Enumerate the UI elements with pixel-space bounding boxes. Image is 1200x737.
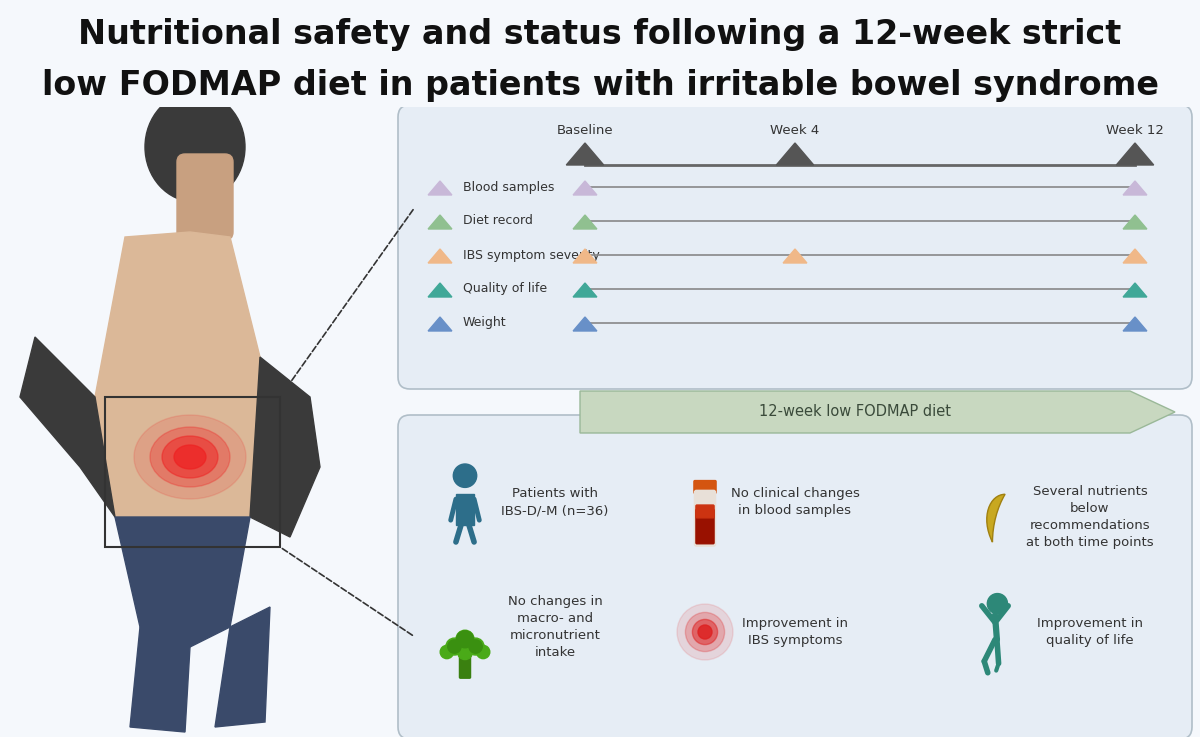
Text: Blood samples: Blood samples — [463, 181, 554, 194]
Polygon shape — [115, 517, 250, 647]
Text: Week 12: Week 12 — [1106, 124, 1164, 137]
FancyBboxPatch shape — [178, 154, 233, 240]
Polygon shape — [215, 607, 270, 727]
Circle shape — [469, 640, 482, 653]
Circle shape — [685, 612, 725, 652]
Circle shape — [454, 464, 476, 487]
Text: Baseline: Baseline — [557, 124, 613, 137]
Ellipse shape — [150, 427, 230, 487]
Polygon shape — [1123, 317, 1147, 331]
Circle shape — [698, 625, 712, 639]
Polygon shape — [566, 143, 604, 165]
Polygon shape — [250, 357, 320, 537]
FancyBboxPatch shape — [696, 509, 714, 544]
Text: IBS symptom severity: IBS symptom severity — [463, 248, 600, 262]
FancyBboxPatch shape — [398, 105, 1192, 389]
FancyBboxPatch shape — [398, 415, 1192, 737]
Circle shape — [476, 646, 490, 659]
Polygon shape — [1123, 215, 1147, 229]
Polygon shape — [1123, 283, 1147, 297]
FancyBboxPatch shape — [696, 505, 714, 518]
Polygon shape — [1123, 249, 1147, 263]
Circle shape — [692, 619, 718, 645]
Text: Improvement in
IBS symptoms: Improvement in IBS symptoms — [742, 617, 848, 647]
Bar — [106, 397, 280, 547]
Polygon shape — [580, 391, 1175, 433]
Ellipse shape — [162, 436, 218, 478]
Circle shape — [677, 604, 733, 660]
Circle shape — [448, 640, 461, 653]
Circle shape — [467, 638, 484, 655]
Text: No clinical changes
in blood samples: No clinical changes in blood samples — [731, 487, 859, 517]
Circle shape — [440, 646, 454, 659]
Text: Nutritional safety and status following a 12-week strict: Nutritional safety and status following … — [78, 18, 1122, 51]
Polygon shape — [456, 494, 474, 525]
Polygon shape — [428, 283, 452, 297]
Polygon shape — [784, 249, 806, 263]
FancyBboxPatch shape — [694, 481, 716, 493]
PathPatch shape — [986, 495, 1006, 542]
Text: Patients with
IBS-D/-M (n=36): Patients with IBS-D/-M (n=36) — [502, 487, 608, 517]
Text: Improvement in
quality of life: Improvement in quality of life — [1037, 617, 1142, 647]
Text: Week 4: Week 4 — [770, 124, 820, 137]
Circle shape — [446, 638, 463, 655]
Polygon shape — [1116, 143, 1153, 165]
Polygon shape — [574, 249, 596, 263]
Polygon shape — [130, 627, 190, 732]
Polygon shape — [574, 181, 596, 195]
Text: low FODMAP diet in patients with irritable bowel syndrome: low FODMAP diet in patients with irritab… — [42, 69, 1158, 102]
Text: Quality of life: Quality of life — [463, 282, 547, 296]
Polygon shape — [428, 215, 452, 229]
Polygon shape — [428, 181, 452, 195]
Polygon shape — [1123, 181, 1147, 195]
Polygon shape — [574, 283, 596, 297]
Text: Several nutrients
below
recommendations
at both time points: Several nutrients below recommendations … — [1026, 485, 1154, 549]
Polygon shape — [428, 249, 452, 263]
Text: Diet record: Diet record — [463, 214, 533, 228]
Polygon shape — [20, 337, 115, 517]
Ellipse shape — [134, 415, 246, 499]
Circle shape — [457, 644, 473, 660]
Text: 12-week low FODMAP diet: 12-week low FODMAP diet — [760, 405, 952, 419]
Polygon shape — [428, 317, 452, 331]
Polygon shape — [574, 317, 596, 331]
Polygon shape — [776, 143, 814, 165]
Text: Weight: Weight — [463, 316, 506, 329]
FancyBboxPatch shape — [695, 490, 715, 546]
Polygon shape — [574, 215, 596, 229]
Ellipse shape — [145, 92, 245, 202]
Circle shape — [988, 593, 1008, 614]
Circle shape — [456, 631, 474, 648]
Polygon shape — [95, 232, 260, 517]
Ellipse shape — [174, 445, 206, 469]
Text: No changes in
macro- and
micronutrient
intake: No changes in macro- and micronutrient i… — [508, 595, 602, 659]
Circle shape — [456, 630, 474, 649]
FancyBboxPatch shape — [460, 653, 470, 678]
